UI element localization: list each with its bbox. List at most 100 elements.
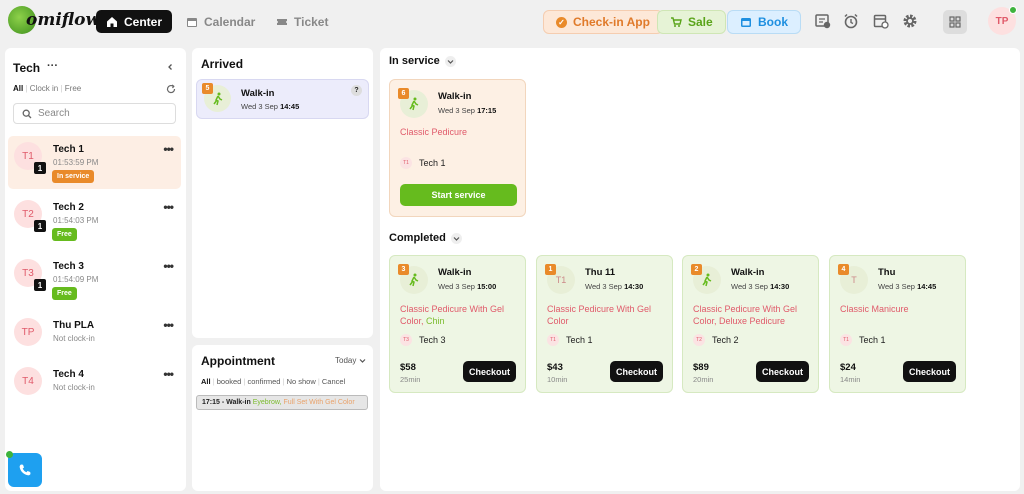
tech-clock-time: 01:53:59 PM (53, 158, 99, 167)
ticket-title: Thu (878, 267, 896, 278)
appt-filter-confirmed[interactable]: confirmed (247, 377, 281, 386)
tech-filter-all[interactable]: All (13, 84, 24, 93)
checkout-button[interactable]: Checkout (463, 361, 516, 382)
appt-filter-no-show[interactable]: No show (286, 377, 316, 386)
gear-icon[interactable] (902, 13, 918, 29)
completed-ticket-card[interactable]: 3 Walk-in Wed 3 Sep 15:00 Classic Pedicu… (389, 255, 526, 393)
ticket-icon (277, 18, 287, 25)
check-circle-icon: ✓ (556, 16, 567, 28)
collapse-chevron-icon[interactable] (166, 63, 174, 71)
tech-more-button[interactable]: ••• (163, 367, 174, 381)
in-service-header[interactable]: In service (389, 55, 456, 67)
tech-row-tech-2[interactable]: T2 1 Tech 2 01:54:03 PM Free ••• (8, 194, 181, 247)
calendar-icon (187, 17, 197, 27)
ticket-number: 4 (838, 264, 849, 275)
logo[interactable]: omiflow (8, 6, 100, 34)
ticket-tech: T2 Tech 2 (693, 334, 739, 346)
completed-header[interactable]: Completed (389, 232, 462, 244)
tech-ticket-count: 1 (34, 220, 46, 232)
nav-calendar[interactable]: Calendar (176, 10, 265, 33)
clock-in-icon[interactable] (815, 13, 831, 29)
nav-center[interactable]: Center (96, 10, 173, 33)
refresh-icon[interactable] (166, 84, 176, 94)
tech-search-placeholder: Search (38, 108, 70, 119)
tech-mini-avatar: T1 (400, 157, 412, 169)
appointment-period-select[interactable]: Today (335, 356, 366, 365)
tech-panel-more-button[interactable]: ··· (47, 60, 58, 72)
checkin-app-label: Check-in App (573, 15, 650, 29)
user-initials: TP (995, 15, 1009, 27)
tech-more-button[interactable]: ••• (163, 200, 174, 214)
in-service-ticket-card[interactable]: 6 Walk-in Wed 3 Sep 17:15 Classic Pedicu… (389, 79, 526, 217)
tech-row-tech-3[interactable]: T3 1 Tech 3 01:54:09 PM Free ••• (8, 253, 181, 306)
completed-ticket-card[interactable]: T1 1 Thu 11 Wed 3 Sep 14:30 Classic Pedi… (536, 255, 673, 393)
ticket-duration: 20min (693, 375, 714, 384)
tech-clock-time: 01:54:09 PM (53, 275, 99, 284)
nav-ticket-label: Ticket (294, 14, 329, 29)
tech-filter-free[interactable]: Free (64, 84, 82, 93)
apps-grid-button[interactable] (943, 10, 967, 34)
ticket-duration: 25min (400, 375, 421, 384)
client-avatar: T 4 (838, 264, 868, 294)
appt-filter-all[interactable]: All (201, 377, 211, 386)
tech-more-button[interactable]: ••• (163, 318, 174, 332)
ticket-title: Walk-in (241, 88, 275, 99)
tech-avatar: T3 1 (14, 259, 46, 291)
ticket-price: $89 (693, 362, 709, 373)
checkout-button[interactable]: Checkout (756, 361, 809, 382)
arrived-ticket-card[interactable]: 5 Walk-in Wed 3 Sep 14:45 ? (196, 79, 369, 119)
tech-filter-bar: All | Clock in | Free (13, 84, 82, 93)
tech-row-tech-1[interactable]: T1 1 Tech 1 01:53:59 PM In service ••• (8, 136, 181, 189)
checkin-app-button[interactable]: ✓ Check-in App (543, 10, 663, 34)
phone-call-button[interactable] (6, 451, 42, 487)
tech-more-button[interactable]: ••• (163, 259, 174, 273)
tech-search-box[interactable]: Search (13, 103, 176, 124)
walk-in-avatar: 6 (398, 88, 428, 118)
tech-ticket-count: 1 (34, 279, 46, 291)
arrived-title: Arrived (201, 57, 244, 71)
user-avatar[interactable]: TP (988, 6, 1017, 35)
online-indicator (6, 451, 13, 458)
ticket-price: $43 (547, 362, 563, 373)
appt-filter-booked[interactable]: booked (216, 377, 242, 386)
help-icon[interactable]: ? (351, 85, 362, 96)
walking-person-icon (212, 92, 222, 105)
logo-text: omiflow (26, 10, 101, 30)
sale-button[interactable]: Sale (657, 10, 726, 34)
tech-row-thu-pla[interactable]: TP Thu PLA Not clock-in ••• (8, 312, 181, 365)
tech-row-tech-4[interactable]: T4 Tech 4 Not clock-in ••• (8, 361, 181, 414)
completed-ticket-card[interactable]: 2 Walk-in Wed 3 Sep 14:30 Classic Pedicu… (682, 255, 819, 393)
checkout-button[interactable]: Checkout (610, 361, 663, 382)
appointment-item[interactable]: 17:15 - Walk-in Eyebrow, Full Set With G… (196, 395, 368, 410)
ticket-number: 6 (398, 88, 409, 99)
tech-name: Thu PLA (53, 320, 95, 331)
calendar-icon (741, 18, 751, 27)
walk-in-avatar: 5 (202, 83, 231, 112)
ticket-date: Wed 3 Sep 17:15 (438, 106, 497, 115)
completed-ticket-card[interactable]: T 4 Thu Wed 3 Sep 14:45 Classic Manicure… (829, 255, 966, 393)
walk-in-avatar: 3 (398, 264, 428, 294)
top-bar: omiflow Center Calendar Ticket ✓ Check-i… (0, 0, 1024, 44)
tech-name: Tech 2 (53, 202, 84, 213)
tech-clock-time: Not clock-in (53, 383, 95, 392)
tech-status-badge: In service (52, 170, 95, 183)
start-service-button[interactable]: Start service (400, 184, 517, 206)
tech-ticket-count: 1 (34, 162, 46, 174)
walking-person-icon (702, 273, 712, 287)
ticket-tech-name: Tech 1 (566, 335, 593, 345)
tech-status-badge: Free (52, 287, 77, 300)
nav-ticket[interactable]: Ticket (266, 10, 338, 33)
book-button[interactable]: Book (727, 10, 801, 34)
checkout-button[interactable]: Checkout (903, 361, 956, 382)
ticket-tech: T1 Tech 1 (400, 157, 446, 169)
tech-more-button[interactable]: ••• (163, 142, 174, 156)
ticket-service: Classic Manicure (840, 304, 909, 314)
tech-avatar: T1 1 (14, 142, 46, 174)
alarm-clock-icon[interactable] (843, 13, 859, 29)
calendar-clock-icon[interactable] (873, 13, 889, 29)
book-label: Book (758, 15, 788, 29)
tech-filter-clock-in[interactable]: Clock in (29, 84, 59, 93)
walking-person-icon (409, 97, 419, 111)
appt-filter-cancel[interactable]: Cancel (321, 377, 346, 386)
chevron-down-icon (444, 55, 456, 67)
